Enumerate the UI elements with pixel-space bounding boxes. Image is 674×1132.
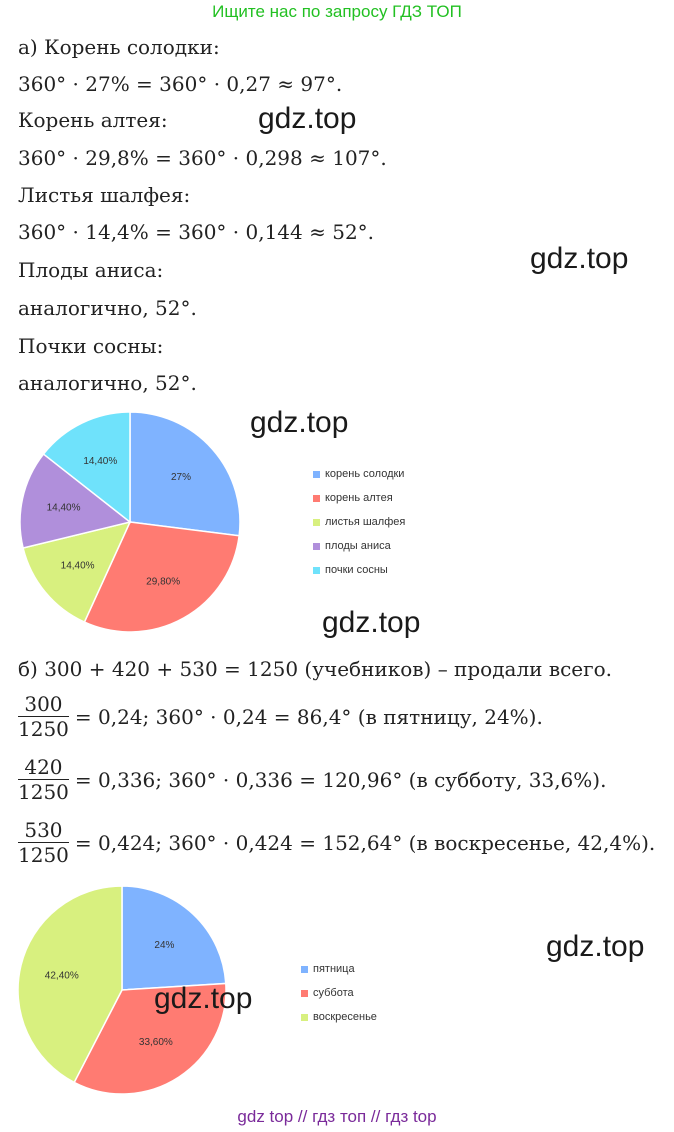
text-line: аналогично, 52°. [18,296,197,320]
text-line: Плоды аниса: [18,258,164,282]
legend-swatch [301,1013,308,1021]
legend-swatch [313,542,320,550]
legend-label: плоды аниса [325,540,391,552]
slice-label: 29,80% [146,576,180,587]
watermark: gdz.top [530,242,629,275]
pie-slice [73,982,227,1095]
watermark: gdz.top [322,606,421,639]
pie-slice [129,411,241,537]
pie-slice [22,520,132,624]
legend-label: корень солодки [325,468,405,480]
numerator: 300 [24,692,63,716]
legend-label: листья шалфея [325,516,406,528]
legend-label: суббота [313,987,354,999]
slice-label: 14,40% [83,456,117,467]
pie-slice [83,521,240,633]
legend-swatch [301,989,308,997]
legend-item: почки сосны [313,558,405,582]
fraction-equation: = 0,24; 360° · 0,24 = 86,4° (в пятницу, … [74,704,543,729]
legend-swatch [313,494,320,502]
legend-label: почки сосны [325,564,388,576]
watermark: gdz.top [546,930,645,963]
legend-item: листья шалфея [313,510,405,534]
fraction-row: 300 1250 = 0,24; 360° · 0,24 = 86,4° (в … [18,692,543,741]
pie-chart-days: 24% 33,60% 42,40% [17,885,227,1095]
text-line: б) 300 + 420 + 530 = 1250 (учебников) – … [18,657,613,681]
legend-herbs: корень солодки корень алтея листья шалфея п… [313,462,405,582]
text-line: Почки сосны: [18,334,164,358]
pie-slice [42,411,131,524]
denominator: 1250 [18,780,69,804]
fraction-row: 530 1250 = 0,424; 360° · 0,424 = 152,64°… [18,818,655,867]
numerator: 530 [24,818,63,842]
slice-label: 33,60% [139,1037,173,1048]
text-line: 360° · 29,8% = 360° · 0,298 ≈ 107°. [18,146,387,170]
footer-links: gdz top // гдз топ // гдз top [237,1107,437,1126]
pie-chart-herbs: 27% 29,80% 14,40% 14,40% 14,40% [19,411,241,633]
legend-swatch [313,566,320,574]
text-line: Корень алтея: [18,108,168,132]
text-line: а) Корень солодки: [18,35,220,59]
legend-swatch [301,965,308,973]
pie-slice [19,452,132,549]
slice-label: 27% [171,472,191,483]
slice-label: 42,40% [45,970,79,981]
slice-label: 14,40% [47,503,81,514]
text-line: аналогично, 52°. [18,371,197,395]
pie-slice [17,885,123,1084]
numerator: 420 [24,755,63,779]
legend-item: плоды аниса [313,534,405,558]
legend-item: воскресенье [301,1005,377,1029]
watermark: gdz.top [250,406,349,439]
legend-label: пятница [313,963,355,975]
legend-label: корень алтея [325,492,393,504]
legend-label: воскресенье [313,1011,377,1023]
legend-swatch [313,518,320,526]
denominator: 1250 [18,843,69,867]
legend-item: суббота [301,981,377,1005]
legend-item: пятница [301,957,377,981]
watermark: gdz.top [258,102,357,135]
legend-days: пятница суббота воскресенье [301,957,377,1029]
legend-swatch [313,470,320,478]
fraction-row: 420 1250 = 0,336; 360° · 0,336 = 120,96°… [18,755,606,804]
fraction-equation: = 0,336; 360° · 0,336 = 120,96° (в суббо… [74,767,607,792]
slice-label: 24% [154,940,174,951]
text-line: 360° · 27% = 360° · 0,27 ≈ 97°. [18,72,343,96]
legend-item: корень солодки [313,462,405,486]
fraction-equation: = 0,424; 360° · 0,424 = 152,64° (в воскр… [74,830,656,855]
denominator: 1250 [18,717,69,741]
search-banner: Ищите нас по запросу ГДЗ ТОП [212,2,462,21]
fraction: 420 1250 [18,755,69,804]
watermark: gdz.top [154,982,253,1015]
pie-slice [121,885,227,991]
text-line: 360° · 14,4% = 360° · 0,144 ≈ 52°. [18,220,375,244]
fraction: 300 1250 [18,692,69,741]
text-line: Листья шалфея: [18,183,191,207]
slice-label: 14,40% [61,560,95,571]
fraction: 530 1250 [18,818,69,867]
legend-item: корень алтея [313,486,405,510]
